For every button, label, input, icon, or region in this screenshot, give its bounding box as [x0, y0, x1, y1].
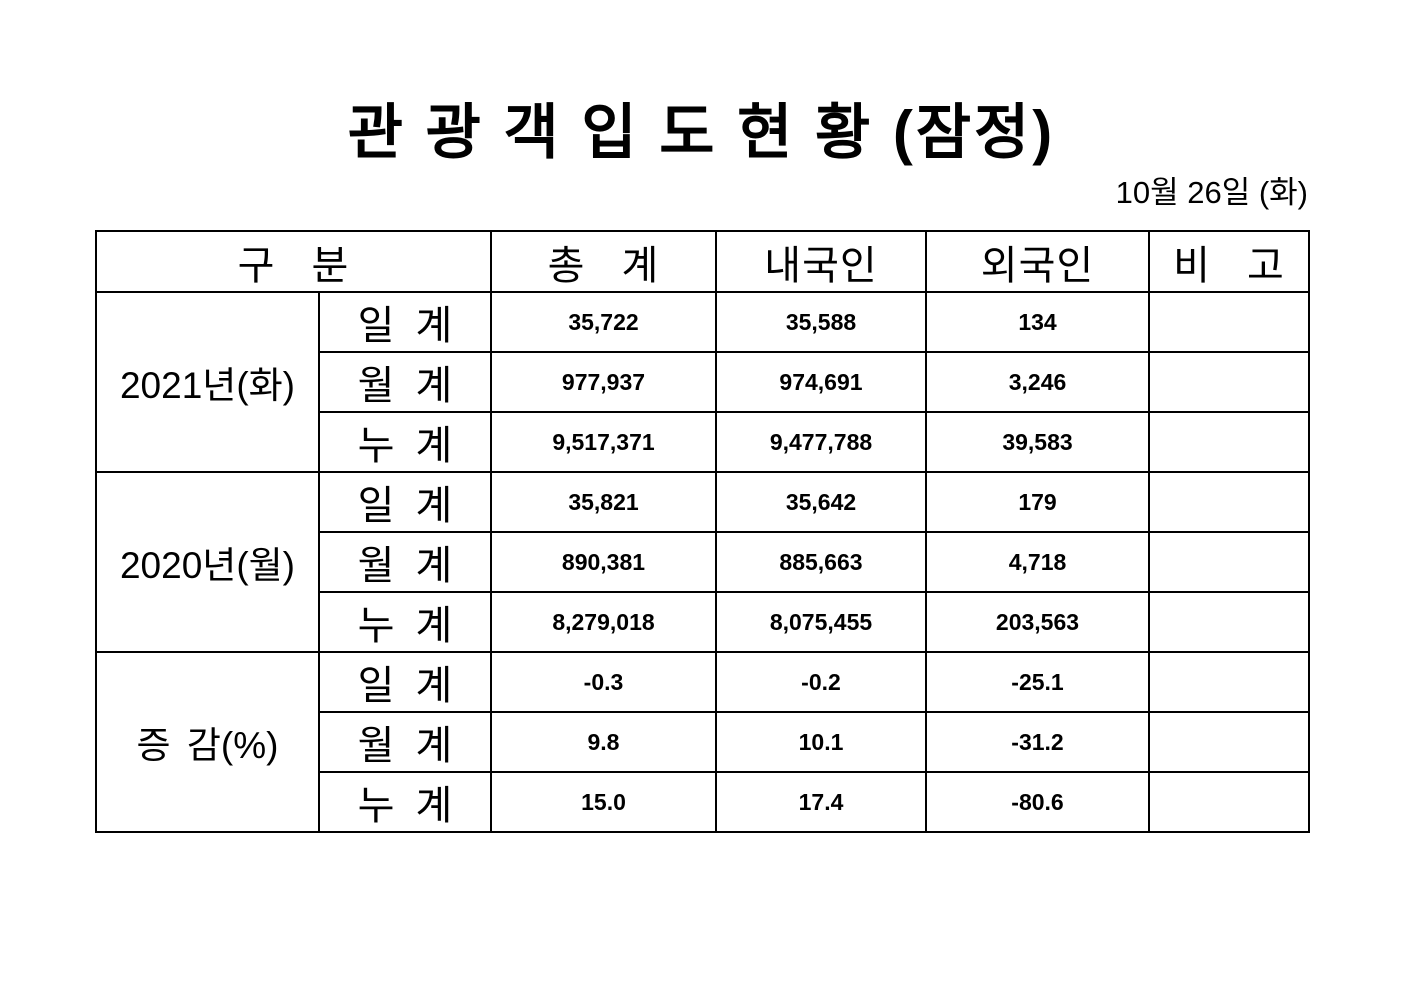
row-label: 월 계: [318, 351, 492, 413]
row-label: 일 계: [318, 471, 492, 533]
header-total: 총 계: [490, 230, 717, 293]
row-label: 일 계: [318, 291, 492, 353]
row-label: 일 계: [318, 651, 492, 713]
cell-note: [1148, 411, 1310, 473]
cell-note: [1148, 771, 1310, 833]
table-header-row: 구 분 총 계 내국인 외국인 비 고: [95, 230, 1310, 293]
cell-total: 890,381: [490, 531, 717, 593]
cell-total: 15.0: [490, 771, 717, 833]
table-row-2020-monthly: 월 계 890,381 885,663 4,718: [96, 531, 1310, 593]
cell-note: [1148, 351, 1310, 413]
cell-total: 8,279,018: [490, 591, 717, 653]
cell-domestic: 17.4: [715, 771, 927, 833]
cell-domestic: -0.2: [715, 651, 927, 713]
table-row-change-daily: 증 감(%) 일 계 -0.3 -0.2 -25.1: [95, 651, 1310, 833]
cell-note: [1148, 291, 1310, 353]
cell-total: -0.3: [490, 651, 717, 713]
cell-domestic: 885,663: [715, 531, 927, 593]
row-label: 누 계: [318, 411, 492, 473]
cell-domestic: 974,691: [715, 351, 927, 413]
cell-foreign: 203,563: [925, 591, 1150, 653]
cell-total: 9,517,371: [490, 411, 717, 473]
cell-note: [1148, 711, 1310, 773]
table-row-change-cumulative: 누 계 15.0 17.4 -80.6: [96, 771, 1310, 833]
row-label: 월 계: [318, 711, 492, 773]
group-label-2021: 2021년(화): [95, 291, 320, 473]
row-label: 누 계: [318, 771, 492, 833]
header-domestic: 내국인: [715, 230, 927, 293]
group-label-change-pct: 증 감(%): [95, 651, 320, 833]
cell-note: [1148, 591, 1310, 653]
cell-foreign: -31.2: [925, 711, 1150, 773]
row-label: 누 계: [318, 591, 492, 653]
cell-note: [1148, 531, 1310, 593]
cell-total: 977,937: [490, 351, 717, 413]
cell-foreign: 4,718: [925, 531, 1150, 593]
cell-domestic: 8,075,455: [715, 591, 927, 653]
tourist-arrival-table: 구 분 총 계 내국인 외국인 비 고 2021년(화) 일 계 35,722 …: [95, 230, 1310, 833]
report-date: 10월 26일 (화): [1115, 175, 1308, 210]
cell-domestic: 35,588: [715, 291, 927, 353]
cell-foreign: 3,246: [925, 351, 1150, 413]
header-gubun: 구 분: [95, 230, 492, 293]
cell-foreign: -80.6: [925, 771, 1150, 833]
table-row-change-monthly: 월 계 9.8 10.1 -31.2: [96, 711, 1310, 773]
table-row-2020-cumulative: 누 계 8,279,018 8,075,455 203,563: [96, 591, 1310, 653]
cell-total: 35,722: [490, 291, 717, 353]
table-row-2021-daily: 2021년(화) 일 계 35,722 35,588 134: [95, 291, 1310, 473]
cell-domestic: 35,642: [715, 471, 927, 533]
cell-foreign: 179: [925, 471, 1150, 533]
table-row-2020-daily: 2020년(월) 일 계 35,821 35,642 179: [95, 471, 1310, 653]
cell-note: [1148, 651, 1310, 713]
cell-foreign: -25.1: [925, 651, 1150, 713]
cell-total: 9.8: [490, 711, 717, 773]
cell-total: 35,821: [490, 471, 717, 533]
row-label: 월 계: [318, 531, 492, 593]
cell-domestic: 9,477,788: [715, 411, 927, 473]
group-label-2020: 2020년(월): [95, 471, 320, 653]
cell-domestic: 10.1: [715, 711, 927, 773]
cell-note: [1148, 471, 1310, 533]
page-title: 관 광 객 입 도 현 황 (잠정): [347, 99, 1056, 166]
table-row-2021-monthly: 월 계 977,937 974,691 3,246: [96, 351, 1310, 413]
table-row-2021-cumulative: 누 계 9,517,371 9,477,788 39,583: [96, 411, 1310, 473]
header-foreign: 외국인: [925, 230, 1150, 293]
header-note: 비 고: [1148, 230, 1310, 293]
cell-foreign: 134: [925, 291, 1150, 353]
cell-foreign: 39,583: [925, 411, 1150, 473]
